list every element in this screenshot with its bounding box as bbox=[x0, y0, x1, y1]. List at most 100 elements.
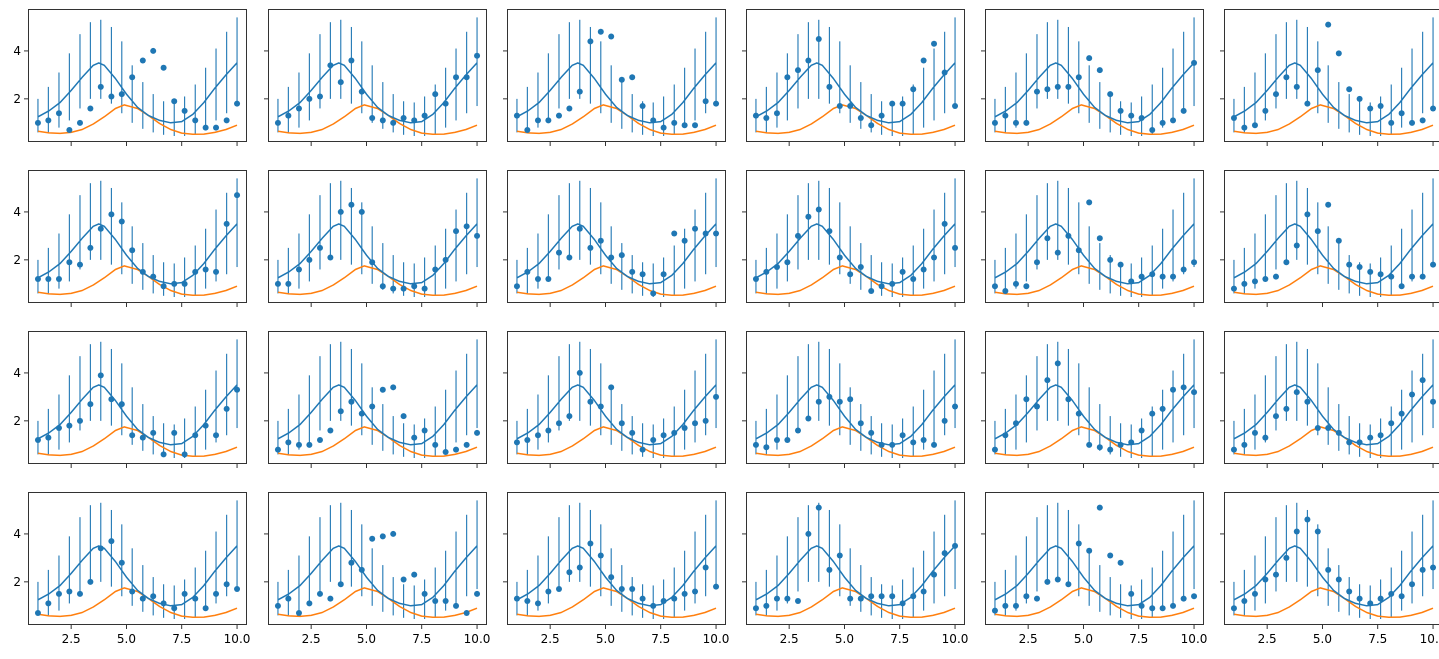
data-point bbox=[681, 590, 688, 597]
data-point bbox=[274, 446, 281, 453]
model-mean-curve bbox=[516, 545, 717, 607]
data-point bbox=[805, 57, 812, 64]
x-tick-label: 10.0 bbox=[464, 632, 491, 646]
y-tick-label: 2 bbox=[13, 575, 21, 589]
data-point bbox=[847, 103, 854, 110]
data-point bbox=[857, 264, 864, 271]
axes-frame bbox=[507, 331, 726, 464]
data-point bbox=[1117, 559, 1124, 566]
data-point bbox=[660, 598, 667, 605]
data-point bbox=[608, 384, 615, 391]
data-point bbox=[171, 98, 178, 105]
subplot-panel bbox=[503, 331, 726, 468]
data-point bbox=[1398, 593, 1405, 600]
data-point bbox=[337, 208, 344, 215]
data-point bbox=[524, 127, 531, 134]
secondary-curve bbox=[755, 265, 956, 297]
subplot-panel: 2.5 5.0 7.5 10.0 bbox=[742, 492, 968, 646]
data-point bbox=[576, 564, 583, 571]
model-mean-curve bbox=[37, 384, 238, 446]
data-point bbox=[566, 254, 573, 261]
data-point bbox=[1346, 588, 1353, 595]
data-point bbox=[910, 593, 917, 600]
axes-frame bbox=[268, 331, 487, 464]
data-point bbox=[76, 590, 83, 597]
data-point bbox=[1054, 83, 1061, 90]
data-point bbox=[327, 62, 334, 69]
secondary-curve bbox=[516, 587, 717, 619]
data-point bbox=[139, 57, 146, 64]
x-tick-label: 2.5 bbox=[1258, 632, 1277, 646]
subplot-panel: 2.5 5.0 7.5 10.0 bbox=[1220, 492, 1439, 646]
model-mean-curve bbox=[755, 223, 956, 285]
data-point bbox=[784, 595, 791, 602]
data-point bbox=[1367, 268, 1374, 275]
data-point bbox=[713, 393, 720, 400]
data-point bbox=[952, 403, 959, 410]
data-point bbox=[763, 268, 770, 275]
data-point bbox=[847, 271, 854, 278]
data-point bbox=[453, 602, 460, 609]
data-point bbox=[702, 564, 709, 571]
data-point bbox=[421, 285, 428, 292]
subplot-panel bbox=[1220, 9, 1439, 146]
data-point bbox=[1230, 115, 1237, 122]
data-point bbox=[1023, 593, 1030, 600]
data-point bbox=[555, 420, 562, 427]
data-point bbox=[1170, 117, 1177, 124]
data-point bbox=[400, 285, 407, 292]
secondary-curve bbox=[994, 104, 1195, 136]
subplot-panel bbox=[503, 170, 726, 307]
x-tick-label: 7.5 bbox=[412, 632, 431, 646]
data-point bbox=[223, 117, 230, 124]
data-point bbox=[1346, 86, 1353, 93]
data-point bbox=[139, 268, 146, 275]
data-point bbox=[295, 105, 302, 112]
data-point bbox=[566, 413, 573, 420]
data-point bbox=[545, 427, 552, 434]
data-point bbox=[327, 254, 334, 261]
data-point bbox=[857, 420, 864, 427]
model-mean-curve bbox=[755, 384, 956, 446]
data-point bbox=[1044, 578, 1051, 585]
x-tick-label: 2.5 bbox=[780, 632, 799, 646]
data-point bbox=[390, 285, 397, 292]
data-point bbox=[400, 576, 407, 583]
data-point bbox=[878, 112, 885, 119]
data-point bbox=[129, 588, 136, 595]
plot-area bbox=[507, 170, 726, 303]
x-tick-label: 10.0 bbox=[1420, 632, 1439, 646]
data-point bbox=[358, 208, 365, 215]
plot-area bbox=[1224, 9, 1439, 142]
data-point bbox=[1388, 420, 1395, 427]
data-point bbox=[784, 74, 791, 81]
axes-frame bbox=[268, 492, 487, 625]
data-point bbox=[815, 398, 822, 405]
data-point bbox=[171, 429, 178, 436]
model-mean-curve bbox=[755, 545, 956, 607]
data-point bbox=[608, 574, 615, 581]
data-point bbox=[991, 607, 998, 614]
x-tick-label: 7.5 bbox=[890, 632, 909, 646]
data-point bbox=[1419, 377, 1426, 384]
model-mean-curve bbox=[277, 384, 478, 446]
secondary-curve bbox=[1233, 265, 1434, 297]
data-point bbox=[295, 441, 302, 448]
data-point bbox=[411, 283, 418, 290]
data-point bbox=[223, 405, 230, 412]
data-point bbox=[1409, 273, 1416, 280]
axes-frame bbox=[507, 9, 726, 142]
data-point bbox=[400, 413, 407, 420]
data-point bbox=[55, 425, 62, 432]
data-point bbox=[1314, 228, 1321, 235]
data-point bbox=[1283, 405, 1290, 412]
data-point bbox=[1262, 434, 1269, 441]
x-tick-label: 7.5 bbox=[651, 632, 670, 646]
plot-area bbox=[985, 492, 1204, 625]
data-point bbox=[629, 268, 636, 275]
data-point bbox=[97, 545, 104, 552]
data-point bbox=[931, 254, 938, 261]
data-point bbox=[442, 598, 449, 605]
data-point bbox=[34, 437, 41, 444]
data-point bbox=[836, 254, 843, 261]
